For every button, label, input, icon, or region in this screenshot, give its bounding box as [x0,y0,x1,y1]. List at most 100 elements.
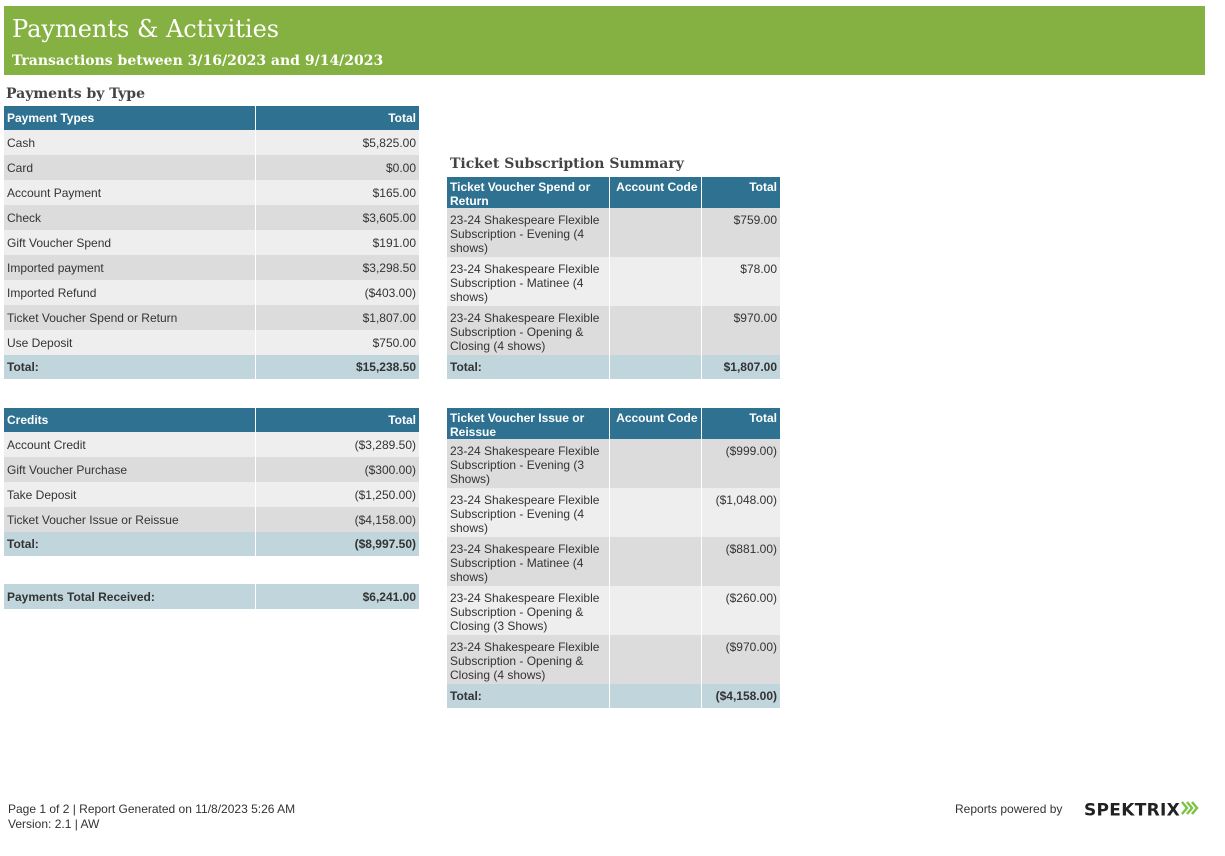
subscription-total: $759.00 [701,208,780,257]
table-header-row: Credits Total [4,408,419,432]
account-code [609,635,702,684]
account-code [609,439,702,488]
table-row: Ticket Voucher Issue or Reissue ($4,158.0… [4,507,419,532]
payments-by-type-title: Payments by Type [6,86,145,102]
payment-type-label: Check [4,205,256,230]
table-row: 23-24 Shakespeare Flexible Subscription … [447,257,780,306]
credit-label: Ticket Voucher Issue or Reissue [4,507,256,532]
ticket-voucher-spend-table: Ticket Voucher Spend or Return Account C… [447,177,780,379]
subscription-label: 23-24 Shakespeare Flexible Subscription … [447,439,610,488]
total-value: ($8,997.50) [255,532,419,556]
subscription-label: 23-24 Shakespeare Flexible Subscription … [447,488,610,537]
credit-total: ($3,289.50) [255,432,419,457]
account-code [609,537,702,586]
table-row: 23-24 Shakespeare Flexible Subscription … [447,208,780,257]
credit-total: ($4,158.00) [255,507,419,532]
account-code [609,586,702,635]
column-header-credits: Credits [4,408,256,432]
column-header-issue-or-reissue: Ticket Voucher Issue or Reissue [447,408,610,439]
table-row: Gift Voucher Spend $191.00 [4,230,419,255]
payment-type-label: Imported payment [4,255,256,280]
payments-total-table: Payments Total Received: $6,241.00 [4,584,419,609]
payments-total-label: Payments Total Received: [4,584,256,609]
total-row: Total: $15,238.50 [4,355,419,379]
credit-label: Take Deposit [4,482,256,507]
subscription-total: ($999.00) [701,439,780,488]
table-row: Imported payment $3,298.50 [4,255,419,280]
subscription-total: ($881.00) [701,537,780,586]
table-row: Check $3,605.00 [4,205,419,230]
table-row: Account Credit ($3,289.50) [4,432,419,457]
total-value: $1,807.00 [701,355,780,379]
total-row: Total: ($4,158.00) [447,684,780,708]
report-header-banner: Payments & Activities Transactions betwe… [4,6,1205,75]
total-label: Total: [4,532,256,556]
account-code [609,306,702,355]
credit-total: ($300.00) [255,457,419,482]
table-header-row: Ticket Voucher Issue or Reissue Account … [447,408,780,439]
powered-by-label: Reports powered by [955,802,1063,816]
logo-text: SPEKTRIX [1084,800,1181,821]
subscription-label: 23-24 Shakespeare Flexible Subscription … [447,635,610,684]
payments-by-type-table: Payment Types Total Cash $5,825.00 Card $0… [4,106,419,379]
total-label: Total: [447,355,610,379]
payments-total-row: Payments Total Received: $6,241.00 [4,584,419,609]
total-account-code [609,355,702,379]
credit-label: Gift Voucher Purchase [4,457,256,482]
payment-type-label: Account Payment [4,180,256,205]
account-code [609,488,702,537]
credits-table: Credits Total Account Credit ($3,289.50) … [4,408,419,556]
payment-type-label: Use Deposit [4,330,256,355]
table-row: Gift Voucher Purchase ($300.00) [4,457,419,482]
column-header-spend-or-return: Ticket Voucher Spend or Return [447,177,610,208]
subscription-label: 23-24 Shakespeare Flexible Subscription … [447,306,610,355]
payment-type-total: $0.00 [255,155,419,180]
payment-type-label: Card [4,155,256,180]
report-title: Payments & Activities [12,15,280,43]
table-row: Cash $5,825.00 [4,130,419,155]
account-code [609,257,702,306]
payment-type-total: $165.00 [255,180,419,205]
column-header-payment-types: Payment Types [4,106,256,130]
column-header-total: Total [255,408,419,432]
subscription-total: $970.00 [701,306,780,355]
table-row: Account Payment $165.00 [4,180,419,205]
payments-total-value: $6,241.00 [255,584,419,609]
spektrix-logo: SPEKTRIX [1084,800,1199,821]
payment-type-total: $750.00 [255,330,419,355]
table-row: 23-24 Shakespeare Flexible Subscription … [447,488,780,537]
payment-type-total: ($403.00) [255,280,419,305]
total-value: ($4,158.00) [701,684,780,708]
page-info: Page 1 of 2 | Report Generated on 11/8/2… [8,802,296,816]
subscription-label: 23-24 Shakespeare Flexible Subscription … [447,257,610,306]
table-row: 23-24 Shakespeare Flexible Subscription … [447,439,780,488]
table-row: Imported Refund ($403.00) [4,280,419,305]
table-row: Card $0.00 [4,155,419,180]
report-footer-info: Page 1 of 2 | Report Generated on 11/8/2… [8,802,295,832]
column-header-account-code: Account Code [609,408,702,439]
table-row: Use Deposit $750.00 [4,330,419,355]
report-date-range: Transactions between 3/16/2023 and 9/14/… [12,53,384,69]
payment-type-label: Gift Voucher Spend [4,230,256,255]
table-row: 23-24 Shakespeare Flexible Subscription … [447,306,780,355]
payment-type-total: $3,298.50 [255,255,419,280]
spektrix-chevrons-icon [1181,800,1199,821]
table-row: 23-24 Shakespeare Flexible Subscription … [447,635,780,684]
column-header-account-code: Account Code [609,177,702,208]
payment-type-total: $1,807.00 [255,305,419,330]
table-row: Ticket Voucher Spend or Return $1,807.00 [4,305,419,330]
table-header-row: Payment Types Total [4,106,419,130]
subscription-total: ($970.00) [701,635,780,684]
table-row: Take Deposit ($1,250.00) [4,482,419,507]
subscription-label: 23-24 Shakespeare Flexible Subscription … [447,586,610,635]
credit-label: Account Credit [4,432,256,457]
payment-type-label: Cash [4,130,256,155]
ticket-voucher-issue-table: Ticket Voucher Issue or Reissue Account … [447,408,780,708]
total-label: Total: [447,684,610,708]
total-row: Total: ($8,997.50) [4,532,419,556]
table-row: 23-24 Shakespeare Flexible Subscription … [447,586,780,635]
payment-type-total: $5,825.00 [255,130,419,155]
payment-type-total: $191.00 [255,230,419,255]
account-code [609,208,702,257]
payment-type-label: Ticket Voucher Spend or Return [4,305,256,330]
